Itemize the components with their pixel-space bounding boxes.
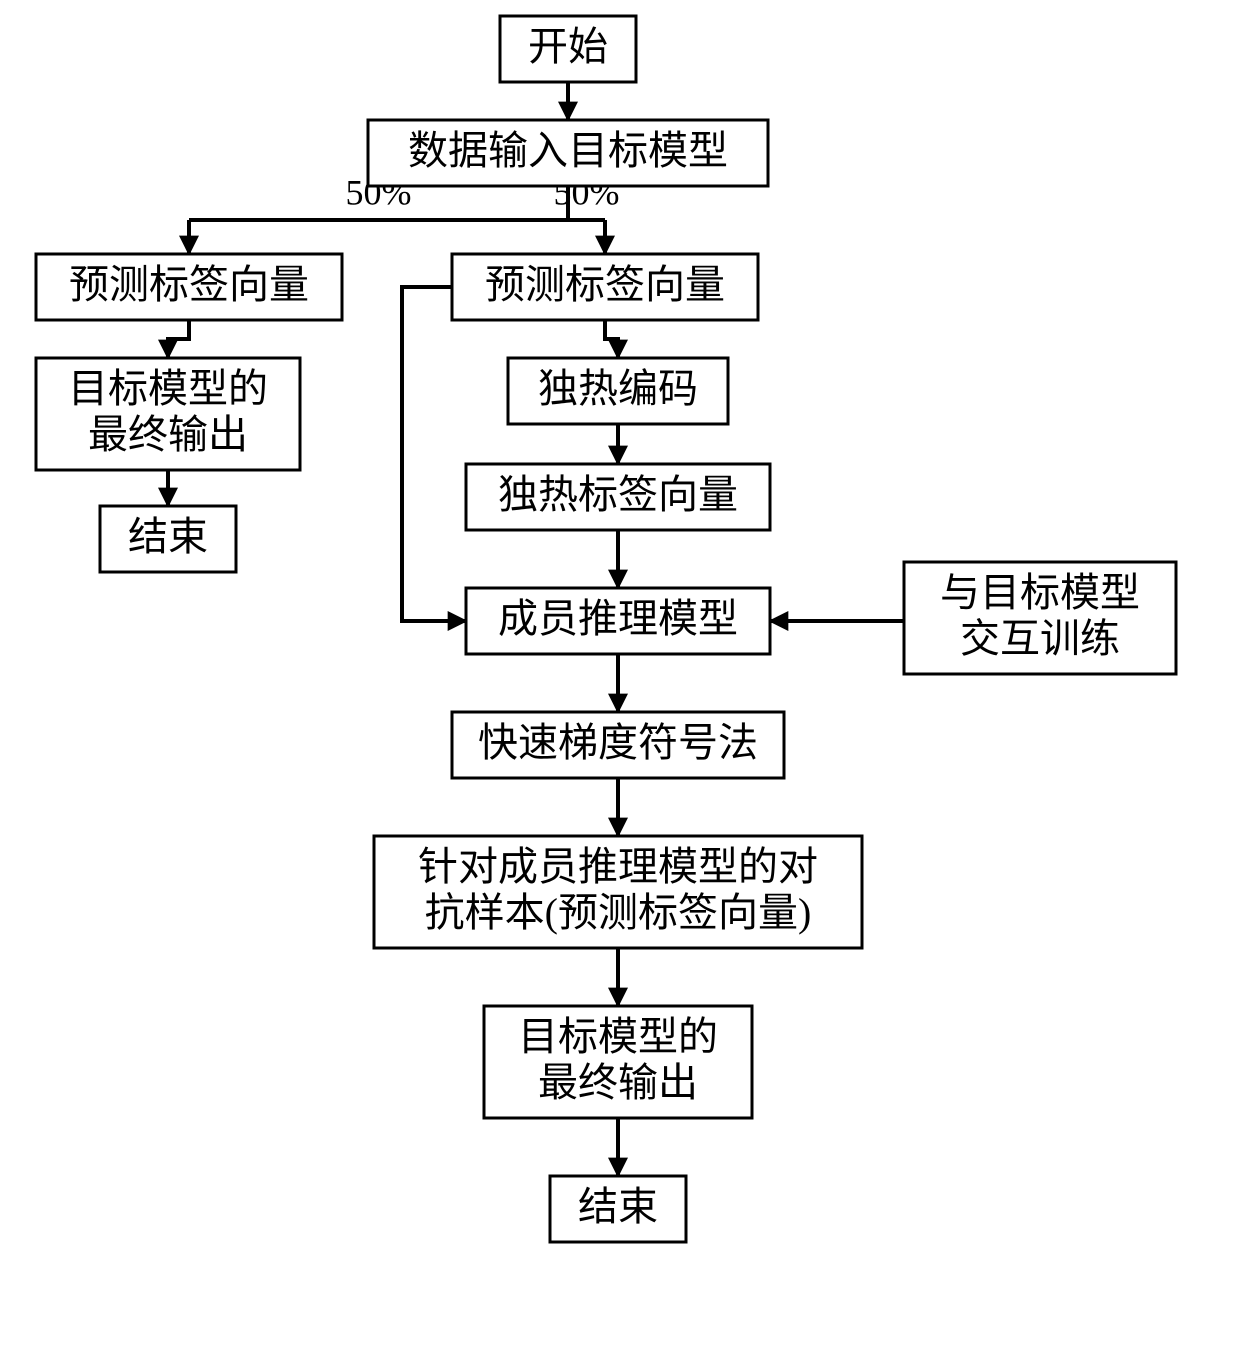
node-label: 快速梯度符号法: [478, 720, 758, 765]
node-adv: 针对成员推理模型的对抗样本(预测标签向量): [374, 836, 862, 948]
node-label: 结束: [128, 514, 208, 559]
node-fgsm: 快速梯度符号法: [452, 712, 784, 778]
node-label: 独热标签向量: [498, 472, 738, 517]
node-label: 独热编码: [538, 366, 698, 411]
node-label: 交互训练: [960, 616, 1120, 661]
node-label: 目标模型的: [518, 1014, 718, 1059]
node-outR: 目标模型的最终输出: [484, 1006, 752, 1118]
edge: [605, 320, 618, 358]
edge: [402, 287, 466, 621]
edge: [168, 320, 189, 358]
node-endR: 结束: [550, 1176, 686, 1242]
node-onehotVec: 独热标签向量: [466, 464, 770, 530]
node-input: 数据输入目标模型: [368, 120, 768, 186]
node-interact: 与目标模型交互训练: [904, 562, 1176, 674]
node-label: 最终输出: [538, 1060, 698, 1105]
node-member: 成员推理模型: [466, 588, 770, 654]
node-label: 最终输出: [88, 412, 248, 457]
node-label: 预测标签向量: [485, 262, 725, 307]
node-label: 抗样本(预测标签向量): [425, 890, 812, 935]
node-label: 成员推理模型: [498, 596, 738, 641]
node-label: 与目标模型: [940, 570, 1140, 615]
node-label: 目标模型的: [68, 366, 268, 411]
flowchart-canvas: 50%50%开始数据输入目标模型预测标签向量目标模型的最终输出结束预测标签向量独…: [0, 0, 1240, 1364]
node-label: 结束: [578, 1184, 658, 1229]
node-predR: 预测标签向量: [452, 254, 758, 320]
node-predL: 预测标签向量: [36, 254, 342, 320]
node-label: 数据输入目标模型: [408, 128, 728, 173]
node-label: 开始: [528, 24, 608, 69]
node-endL: 结束: [100, 506, 236, 572]
node-outL: 目标模型的最终输出: [36, 358, 300, 470]
node-onehotEnc: 独热编码: [508, 358, 728, 424]
node-label: 预测标签向量: [69, 262, 309, 307]
node-start: 开始: [500, 16, 636, 82]
node-label: 针对成员推理模型的对: [418, 844, 818, 889]
